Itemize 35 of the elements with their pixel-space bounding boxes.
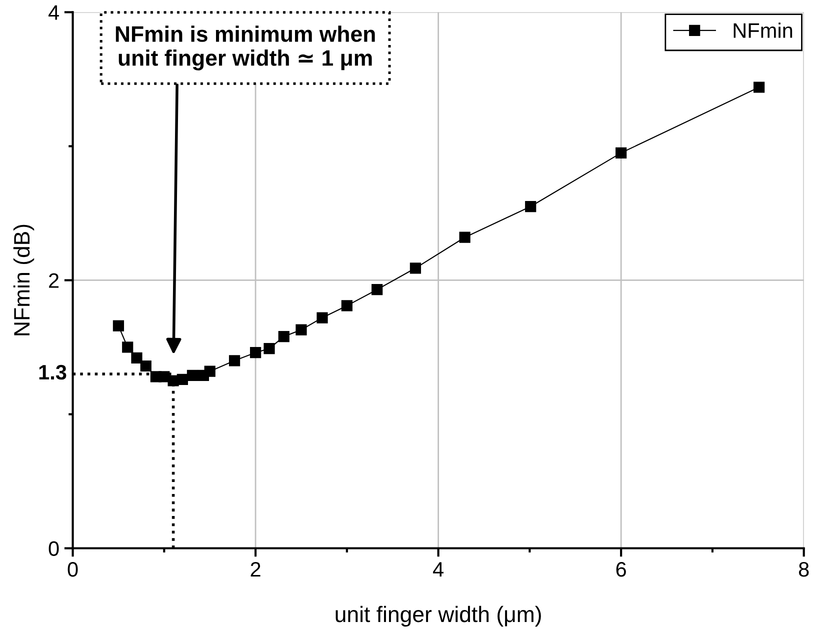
point [176,374,188,385]
point [131,352,142,364]
y-tick-label: 4 [48,5,59,20]
point [616,147,627,158]
point [122,342,134,353]
annotation: NFmin is minimum when unit finger width ≃ 1 μm [116,26,375,70]
x-tick-label: 4 [432,562,444,577]
point [459,232,470,243]
x-tick-label: 8 [798,562,809,577]
y-tick-label: 2 [49,273,59,288]
point [316,312,328,324]
x-tick-label: 2 [250,562,260,577]
legend-label: NFmin [734,22,792,38]
point [278,330,290,342]
ref-line-label: 1.3 [39,364,66,380]
x-tick-label: 0 [68,562,78,577]
point [264,343,275,354]
x-axis-title: unit finger width (μm) [336,606,541,627]
x-tick-label: 6 [616,562,626,577]
point [296,324,307,336]
point [140,360,152,372]
point [754,82,765,93]
point [228,355,240,366]
point [168,375,179,386]
point [158,371,170,382]
point [186,370,198,381]
y-axis-title: NFmin (dB) [13,224,34,336]
point [250,347,262,358]
point [372,284,383,296]
point [204,366,216,377]
point [112,320,124,332]
point [410,262,422,274]
y-tick-label: 0 [48,541,59,556]
point [341,300,352,312]
point [525,200,536,212]
